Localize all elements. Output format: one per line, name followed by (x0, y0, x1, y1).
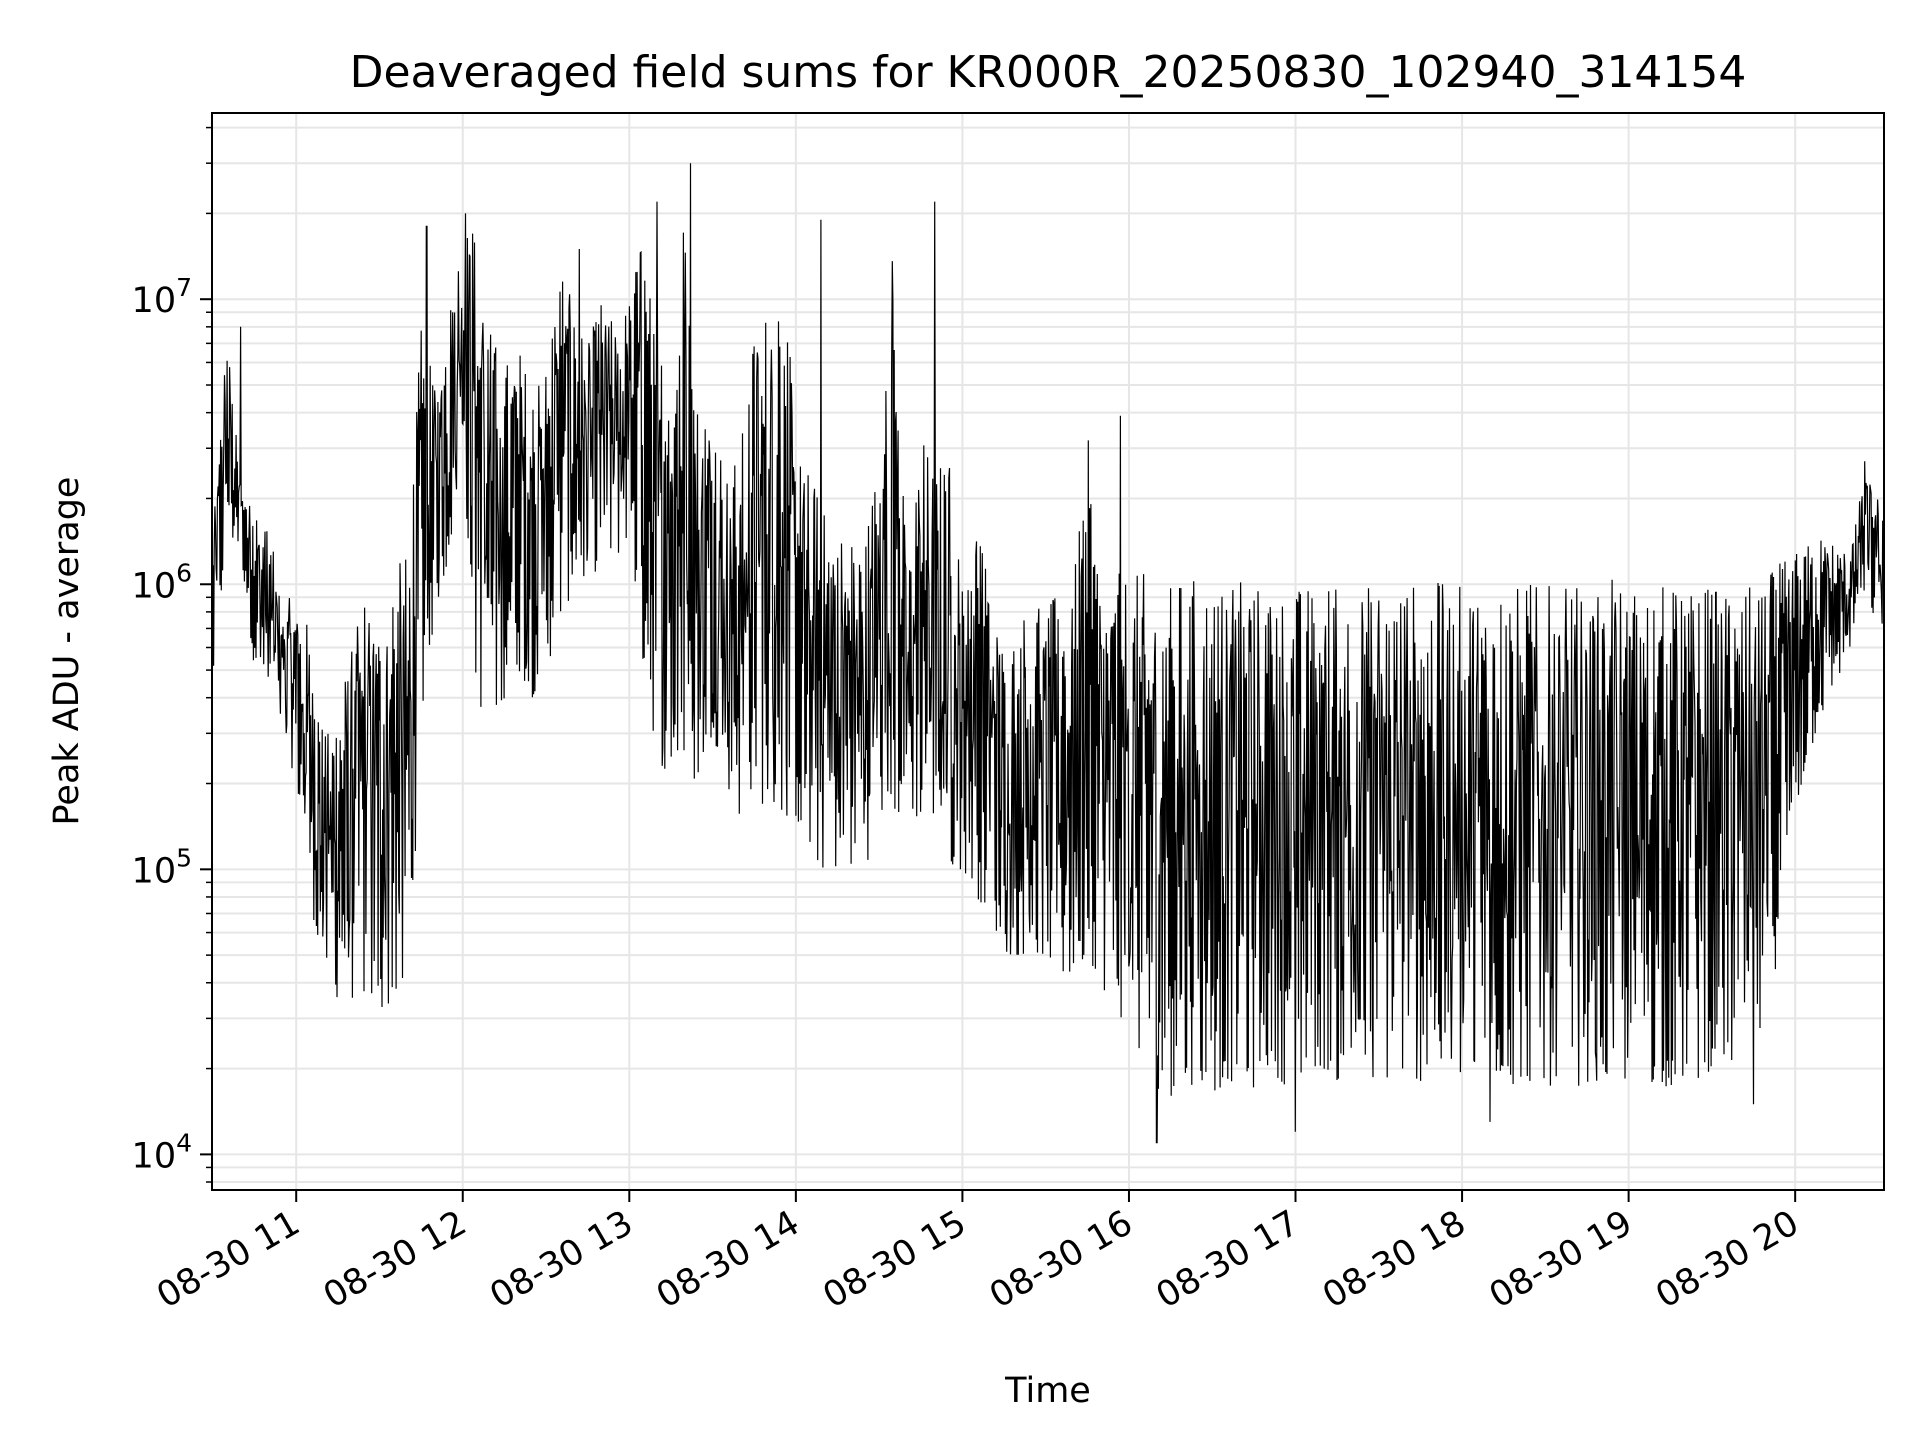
y-tick-label: 107 (132, 273, 192, 321)
series-polyline (212, 163, 1885, 1144)
chart-title: Deaveraged field sums for KR000R_2025083… (350, 47, 1747, 98)
plot-frame (211, 112, 1885, 1191)
y-tick-label: 105 (132, 843, 192, 891)
series-line (212, 163, 1885, 1144)
y-tick-label: 106 (132, 558, 192, 606)
x-axis-label: Time (1004, 1371, 1091, 1411)
y-axis-label: Peak ADU - average (47, 477, 87, 826)
y-axis-ticks: 104 105 106 107 (132, 126, 212, 1183)
y-tick-label: 104 (132, 1128, 192, 1176)
